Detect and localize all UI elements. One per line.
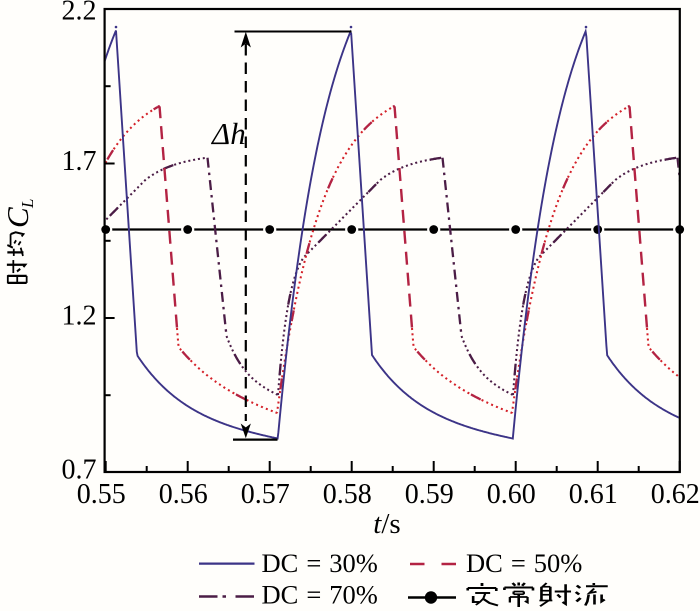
svg-text:0.7: 0.7: [62, 454, 97, 485]
svg-text:0.60: 0.60: [487, 479, 536, 510]
svg-text:2.2: 2.2: [62, 0, 97, 26]
svg-text:DC=70%: DC = 70%: [262, 580, 378, 610]
svg-text:0.55: 0.55: [77, 479, 126, 510]
svg-text:1.2: 1.2: [62, 301, 97, 332]
svg-text:DC=50%: DC = 50%: [466, 548, 582, 578]
svg-text:0.56: 0.56: [159, 479, 208, 510]
svg-text:DC=30%: DC = 30%: [262, 548, 378, 578]
svg-text:C: C: [0, 207, 35, 228]
svg-text:0.58: 0.58: [323, 479, 372, 510]
svg-text:1.7: 1.7: [62, 146, 97, 177]
svg-text:0.61: 0.61: [569, 479, 618, 510]
svg-text:Δh: Δh: [210, 116, 246, 151]
svg-text:t/s: t/s: [373, 508, 400, 540]
svg-text:L: L: [18, 199, 37, 209]
svg-text:0.62: 0.62: [651, 479, 700, 510]
svg-text:0.57: 0.57: [241, 479, 290, 510]
svg-text:0.59: 0.59: [405, 479, 454, 510]
